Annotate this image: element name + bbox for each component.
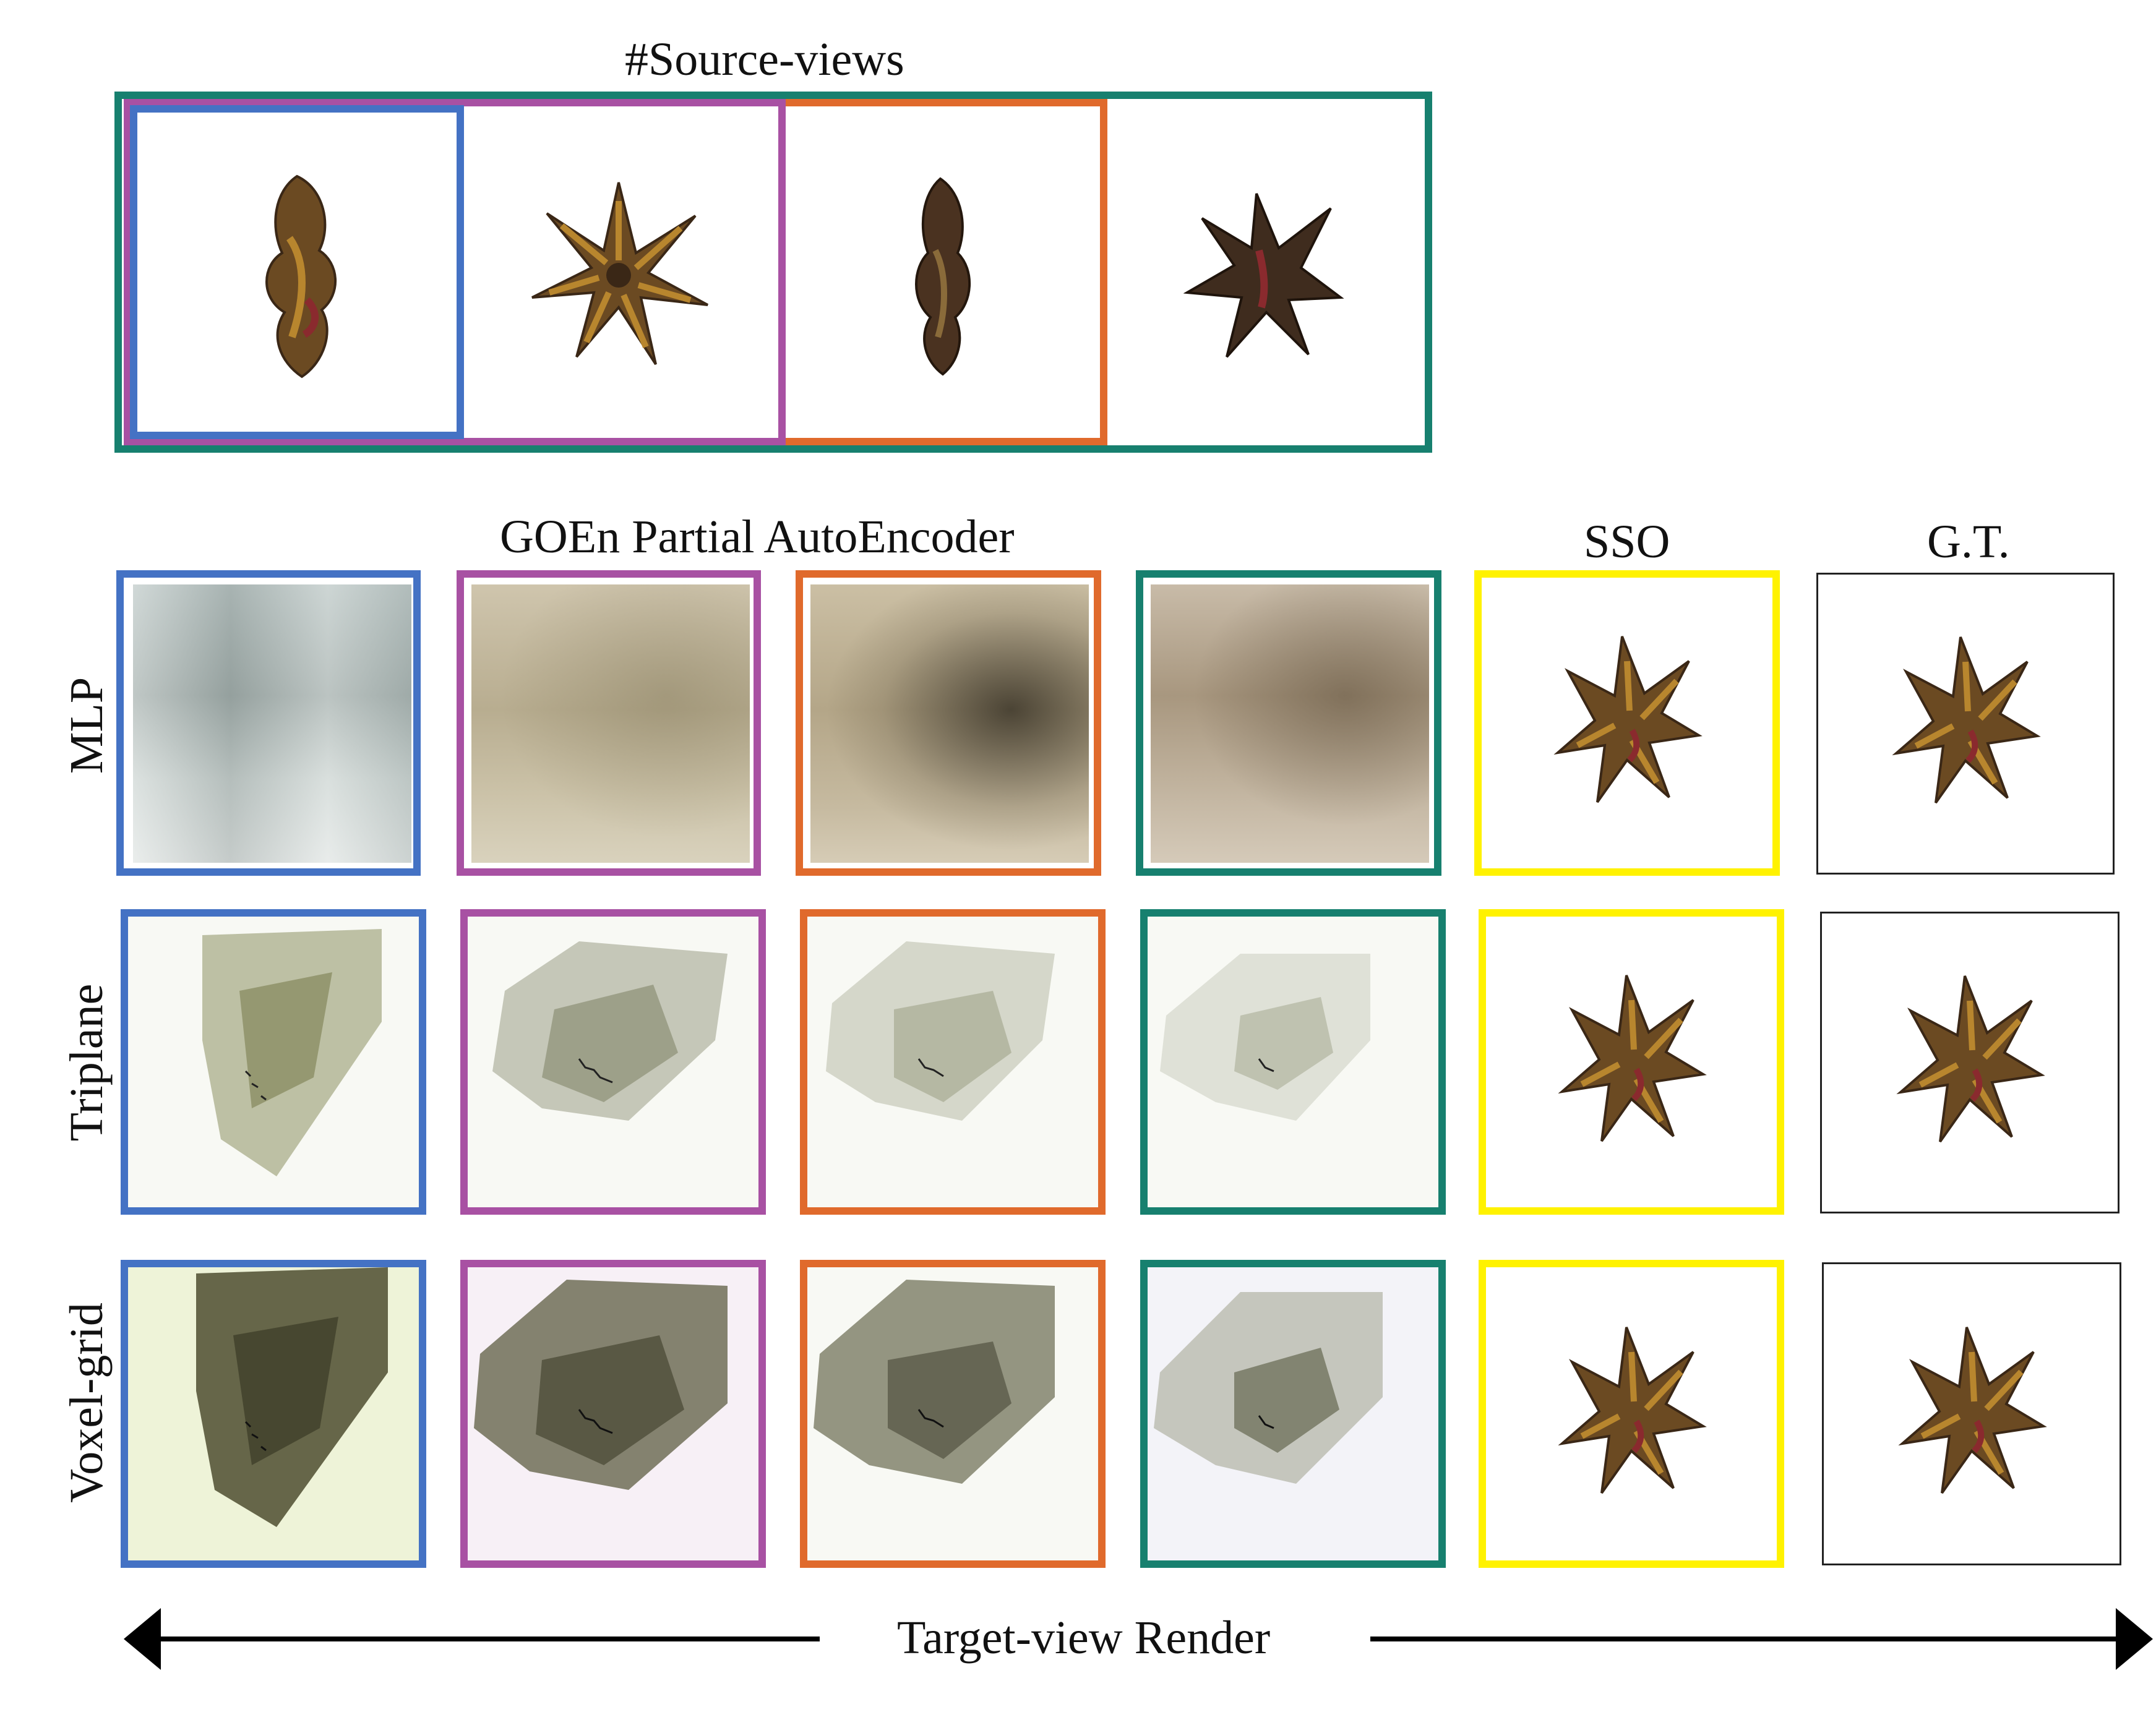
voxel-frame-purple bbox=[460, 1260, 766, 1568]
triplane-recon-orange bbox=[826, 941, 1055, 1121]
source-frame-blue bbox=[130, 105, 464, 439]
triplane-frame-blue bbox=[121, 909, 426, 1215]
mlp-recon-orange bbox=[810, 584, 1089, 863]
mlp-recon-blue bbox=[133, 584, 411, 863]
mlp-frame-purple bbox=[457, 570, 761, 876]
row-label-mlp: MLP bbox=[61, 677, 113, 774]
mlp-recon-purple bbox=[471, 584, 750, 863]
triplane-gt-frame bbox=[1820, 912, 2119, 1213]
voxel-recon-blue bbox=[196, 1267, 388, 1527]
triplane-sso-frame bbox=[1479, 909, 1784, 1215]
mlp-frame-orange bbox=[796, 570, 1101, 876]
triplane-recon-blue bbox=[202, 929, 382, 1176]
voxel-frame-blue bbox=[121, 1260, 426, 1568]
star-anise-sso-mlp bbox=[1553, 636, 1703, 803]
sso-header: SSO bbox=[1584, 516, 1670, 568]
source-view-2 bbox=[461, 111, 776, 439]
row-label-triplane: Triplane bbox=[61, 983, 113, 1142]
arrow-right-icon bbox=[2116, 1608, 2153, 1670]
arrow-line-right bbox=[1370, 1637, 2122, 1641]
gt-header: G.T. bbox=[1927, 516, 2010, 568]
target-view-render-label: Target-view Render bbox=[897, 1612, 1271, 1664]
arrow-left-icon bbox=[124, 1608, 161, 1670]
voxel-recon-orange bbox=[814, 1280, 1055, 1484]
triplane-recon-teal bbox=[1160, 954, 1370, 1121]
star-anise-sso-triplane bbox=[1558, 975, 1707, 1142]
voxel-gt-frame bbox=[1822, 1262, 2121, 1565]
star-anise-gt-mlp bbox=[1892, 636, 2041, 804]
source-frame-purple bbox=[124, 99, 786, 445]
star-anise-image-back bbox=[1183, 193, 1344, 358]
mlp-gt-frame bbox=[1816, 573, 2115, 875]
star-anise-sso-voxel bbox=[1558, 1327, 1707, 1494]
triplane-recon-purple bbox=[492, 941, 728, 1121]
voxel-frame-teal bbox=[1140, 1260, 1446, 1568]
voxel-recon-teal bbox=[1154, 1292, 1383, 1484]
source-views-title: #Source-views bbox=[625, 33, 904, 85]
star-anise-image-top bbox=[531, 182, 708, 366]
mlp-sso-frame bbox=[1474, 570, 1780, 876]
triplane-frame-teal bbox=[1140, 909, 1446, 1215]
star-anise-gt-triplane bbox=[1896, 975, 2045, 1143]
row-label-voxel-grid: Voxel-grid bbox=[61, 1303, 113, 1503]
mlp-frame-blue bbox=[116, 570, 421, 876]
star-anise-gt-voxel bbox=[1898, 1327, 2047, 1494]
voxel-frame-orange bbox=[800, 1260, 1106, 1568]
triplane-frame-purple bbox=[460, 909, 766, 1215]
source-frame-teal bbox=[114, 92, 1432, 453]
source-view-3 bbox=[783, 111, 1098, 439]
voxel-recon-purple bbox=[474, 1280, 728, 1490]
arrow-line-left bbox=[155, 1637, 820, 1641]
voxel-sso-frame bbox=[1479, 1260, 1784, 1568]
goen-autoencoder-header: GOEn Partial AutoEncoder bbox=[500, 511, 1015, 563]
source-view-1 bbox=[136, 111, 458, 439]
triplane-frame-orange bbox=[800, 909, 1106, 1215]
mlp-recon-teal bbox=[1151, 584, 1429, 863]
star-anise-image-side-dark bbox=[915, 177, 971, 376]
star-anise-image-side bbox=[265, 174, 337, 379]
source-view-4 bbox=[1107, 111, 1420, 439]
mlp-frame-teal bbox=[1136, 570, 1441, 876]
